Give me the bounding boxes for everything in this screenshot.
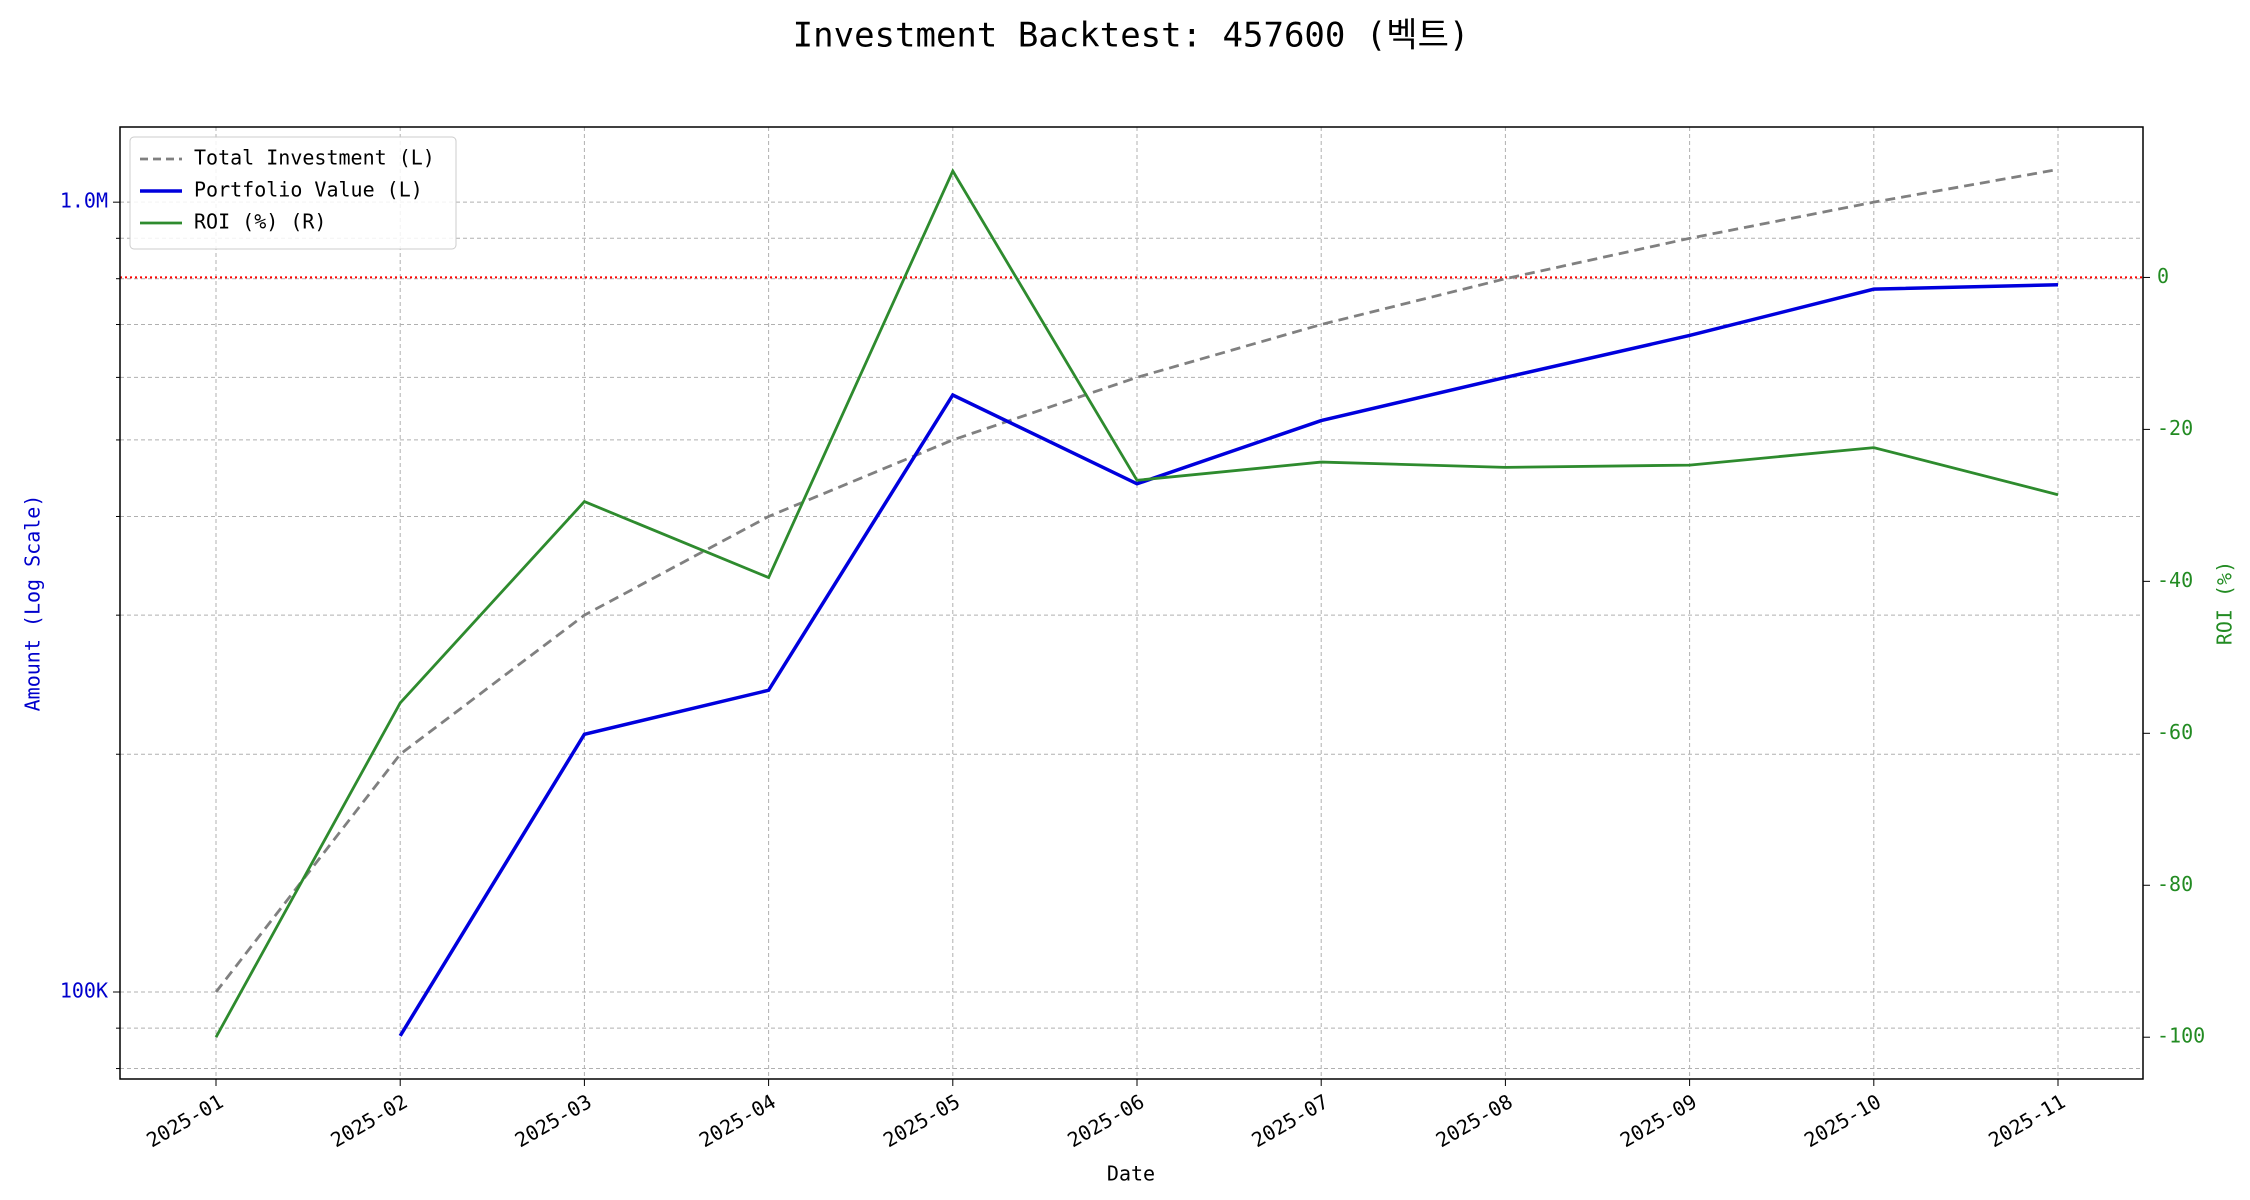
x-tick-label: 2025-10 (1800, 1089, 1885, 1152)
x-tick-label: 2025-09 (1616, 1089, 1701, 1152)
plot-frame (119, 126, 2144, 1080)
x-tick-label: 2025-08 (1432, 1089, 1517, 1152)
series-line (214, 168, 2059, 993)
y2-tick-label: -20 (2157, 416, 2193, 440)
y2-tick-label: 0 (2157, 264, 2169, 288)
y2-axis-label: ROI (%) (2213, 561, 2237, 645)
x-tick-label: 2025-11 (1984, 1089, 2069, 1152)
y-axis-label: Amount (Log Scale) (21, 495, 45, 712)
y2-tick-label: -60 (2157, 720, 2193, 744)
x-tick-label: 2025-06 (1063, 1089, 1148, 1152)
y-tick-label: 1.0M (60, 189, 108, 213)
y2-tick-label: -100 (2157, 1024, 2205, 1048)
legend-label: Portfolio Value (L) (194, 178, 423, 202)
y2-tick-label: -40 (2157, 568, 2193, 592)
legend-label: Total Investment (L) (194, 146, 435, 170)
y2-tick-label: -80 (2157, 872, 2193, 896)
x-tick-label: 2025-03 (511, 1089, 596, 1152)
legend-label: ROI (%) (R) (194, 210, 326, 234)
chart-title: Investment Backtest: 457600 (벡트) (793, 16, 1470, 56)
x-axis-label: Date (1107, 1162, 1155, 1186)
y-tick-label: 100K (60, 979, 108, 1003)
x-tick-label: 2025-02 (326, 1089, 411, 1152)
x-tick-label: 2025-05 (879, 1089, 964, 1152)
x-tick-label: 2025-07 (1247, 1089, 1332, 1152)
legend-box (129, 136, 457, 250)
x-tick-label: 2025-01 (142, 1089, 227, 1152)
series-line (398, 283, 2059, 1037)
series-line (214, 168, 2059, 1038)
x-tick-label: 2025-04 (695, 1089, 780, 1152)
